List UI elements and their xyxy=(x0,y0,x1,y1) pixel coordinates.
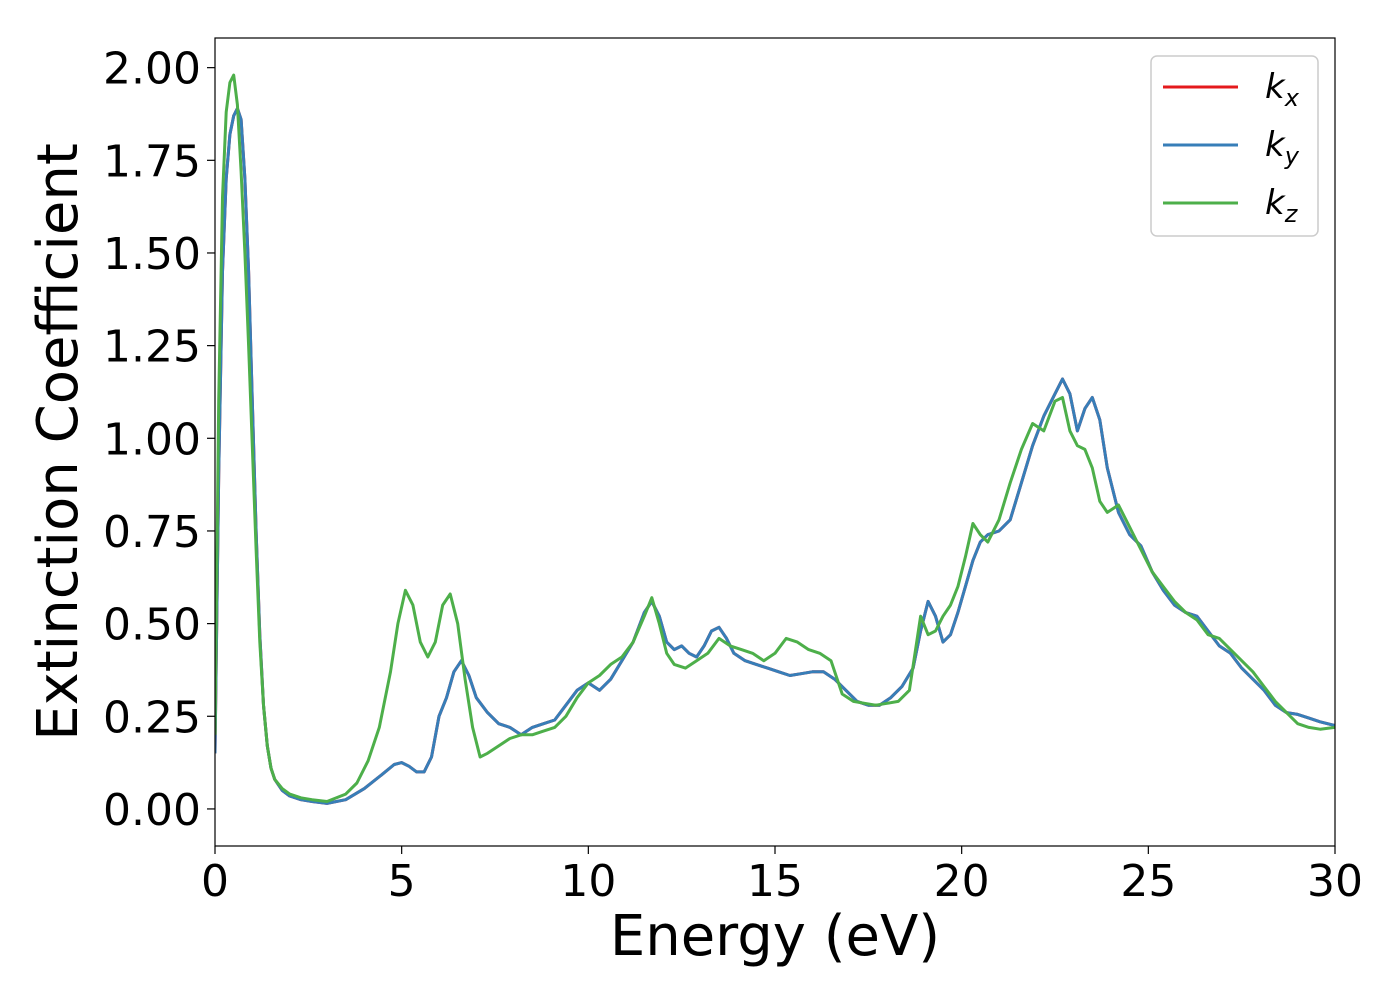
legend-label-subscript: z xyxy=(1284,200,1299,228)
legend-label-y: ky xyxy=(1265,125,1300,170)
y-tick-label: 1.00 xyxy=(103,414,201,465)
x-axis-label: Energy (eV) xyxy=(610,904,940,969)
x-axis-ticks: 0 5 10 15 20 25 30 xyxy=(201,846,1363,907)
x-tick-label: 20 xyxy=(934,856,990,907)
x-tick-label: 10 xyxy=(560,856,616,907)
legend-label-base: k xyxy=(1265,125,1286,165)
x-tick-label: 25 xyxy=(1120,856,1176,907)
y-tick-label: 1.25 xyxy=(103,322,201,373)
legend-label-base: k xyxy=(1265,67,1286,107)
y-tick-label: 0.00 xyxy=(103,785,201,836)
y-tick-label: 0.50 xyxy=(103,600,201,651)
x-tick-label: 0 xyxy=(201,856,229,907)
y-tick-label: 1.50 xyxy=(103,229,201,280)
x-tick-label: 5 xyxy=(388,856,416,907)
y-tick-label: 2.00 xyxy=(103,44,201,95)
y-tick-label: 0.75 xyxy=(103,507,201,558)
y-tick-label: 0.25 xyxy=(103,692,201,743)
legend-label-base: k xyxy=(1265,183,1286,223)
y-axis-ticks: 0.00 0.25 0.50 0.75 1.00 1.25 1.50 1.75 2.00 xyxy=(103,44,215,836)
legend-label-subscript: x xyxy=(1284,84,1300,112)
series-line-z xyxy=(215,73,1335,803)
y-axis-label: Extinction Coefficient xyxy=(26,143,91,741)
y-tick-label: 1.75 xyxy=(103,136,201,187)
series-line-y xyxy=(215,106,1335,805)
legend-label-z: kz xyxy=(1265,183,1299,228)
x-tick-label: 15 xyxy=(747,856,803,907)
x-tick-label: 30 xyxy=(1307,856,1363,907)
legend-label-x: kx xyxy=(1265,67,1300,112)
legend-label-subscript: y xyxy=(1284,142,1300,170)
